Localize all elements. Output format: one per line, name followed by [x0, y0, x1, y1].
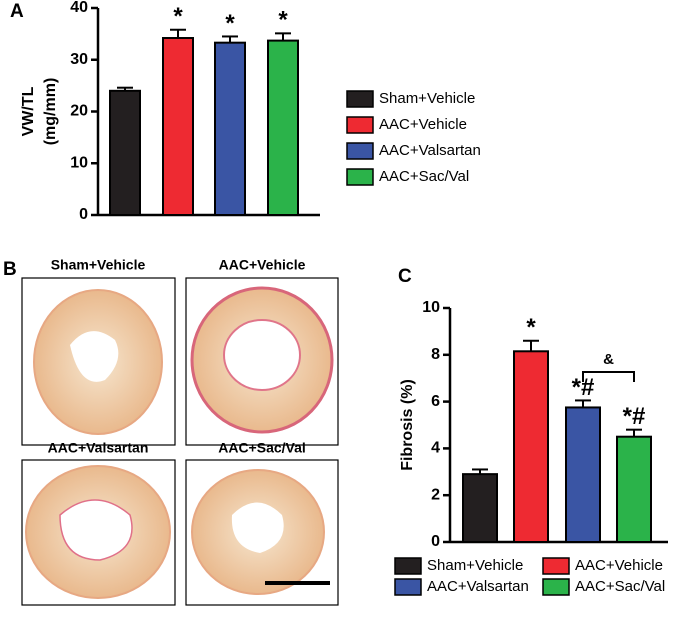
- histology-panel: Sham+Vehicle AAC+Vehicle AAC+Valsartan A…: [21, 257, 339, 606]
- bar: [214, 41, 246, 216]
- panel-label: A: [10, 1, 24, 22]
- legend-label: AAC+Valsartan: [379, 142, 481, 159]
- lumen: [231, 502, 284, 553]
- bar: [616, 435, 652, 544]
- legend-label: AAC+Sac/Val: [379, 168, 469, 185]
- lumen: [59, 499, 133, 561]
- lumen: [70, 331, 119, 382]
- bar: [462, 473, 498, 544]
- bar: [267, 39, 299, 217]
- image-title: AAC+Sac/Val: [218, 440, 306, 456]
- y-tick-label: 20: [70, 103, 88, 120]
- y-axis-label: Fibrosis (%): [399, 379, 416, 471]
- legend-label: AAC+Vehicle: [575, 557, 663, 574]
- y-tick-label: 30: [70, 51, 88, 68]
- bar: [109, 89, 141, 216]
- y-tick-label: 10: [70, 154, 88, 171]
- y-axis-label: (mg/mm): [42, 78, 59, 146]
- y-tick-label: 4: [431, 440, 440, 457]
- legend-label: AAC+Vehicle: [379, 116, 467, 133]
- y-tick-label: 40: [70, 0, 88, 16]
- significance-mark: *: [173, 3, 183, 30]
- legend-swatch: [394, 557, 422, 575]
- legend-label: AAC+Sac/Val: [575, 578, 665, 595]
- bracket-label: &: [603, 351, 614, 368]
- significance-mark: *: [278, 7, 288, 34]
- bar: [513, 350, 549, 544]
- legend-swatch: [542, 578, 570, 596]
- significance-mark: *: [225, 10, 235, 37]
- y-tick-label: 8: [431, 346, 440, 363]
- y-tick-label: 2: [431, 486, 440, 503]
- panel-label: C: [398, 266, 412, 287]
- legend-label: Sham+Vehicle: [427, 557, 523, 574]
- image-title: AAC+Valsartan: [48, 440, 149, 456]
- significance-mark: *#: [572, 374, 595, 401]
- legend-swatch: [346, 168, 374, 186]
- y-axis-label: VW/TL: [20, 86, 37, 136]
- y-tick-label: 0: [431, 533, 440, 550]
- legend-label: AAC+Valsartan: [427, 578, 529, 595]
- y-tick-label: 10: [422, 299, 440, 316]
- lumen: [223, 319, 301, 391]
- legend-swatch: [346, 142, 374, 160]
- legend-swatch: [346, 116, 374, 134]
- legend-swatch: [394, 578, 422, 596]
- y-tick-label: 0: [79, 206, 88, 223]
- bracket: [582, 371, 635, 382]
- significance-mark: *: [526, 314, 536, 341]
- bar: [565, 406, 601, 544]
- y-tick-label: 6: [431, 393, 440, 410]
- significance-mark: *#: [623, 403, 646, 430]
- legend-label: Sham+Vehicle: [379, 90, 475, 107]
- legend-swatch: [346, 90, 374, 108]
- image-title: AAC+Vehicle: [219, 257, 306, 273]
- image-title: Sham+Vehicle: [51, 257, 146, 273]
- panel-label: B: [3, 259, 17, 280]
- legend-swatch: [542, 557, 570, 575]
- bar: [162, 37, 194, 216]
